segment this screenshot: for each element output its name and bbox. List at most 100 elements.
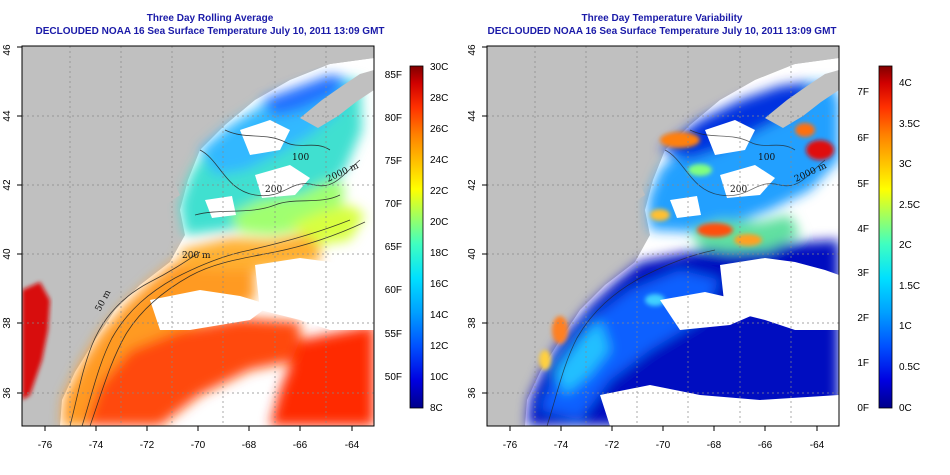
right-map-title-line1: Three Day Temperature Variability <box>581 13 743 24</box>
left-x-tick: -68 <box>242 440 257 451</box>
right-cb-c-label: 4C <box>899 78 912 89</box>
left-x-tick: -70 <box>191 440 206 451</box>
right-colorbar-gradient <box>878 65 893 409</box>
left-colorbar: 85F 80F 75F 70F 65F 60F 55F 50F 30C 28C … <box>385 62 449 414</box>
left-cb-c-label: 24C <box>430 155 448 166</box>
right-no-data-gaps <box>600 120 839 426</box>
left-x-tick: -64 <box>345 440 360 451</box>
left-y-tick: 46 <box>2 44 13 56</box>
left-cb-c-label: 8C <box>430 403 443 414</box>
right-map-ocean-field: 100 200 2000 m <box>487 46 839 426</box>
left-x-tick: -76 <box>38 440 53 451</box>
left-bathymetry-contours <box>69 129 366 426</box>
left-axis-ticks <box>17 46 353 431</box>
left-cb-c-label: 26C <box>430 124 448 135</box>
right-y-tick: 46 <box>467 44 478 56</box>
left-cb-c-label: 30C <box>430 62 448 73</box>
right-land-coast <box>487 46 839 400</box>
left-colorbar-gradient <box>409 65 424 409</box>
right-x-tick: -74 <box>554 440 569 451</box>
right-cb-c-label: 0.5C <box>899 362 920 373</box>
left-grid <box>22 46 374 426</box>
right-x-tick: -64 <box>810 440 825 451</box>
right-map-title-line2: DECLOUDED NOAA 16 Sea Surface Temperatur… <box>487 26 837 37</box>
left-cb-c-label: 20C <box>430 217 448 228</box>
left-no-data-gaps <box>150 120 374 330</box>
right-x-tick: -68 <box>707 440 722 451</box>
left-cb-c-label: 14C <box>430 310 448 321</box>
right-x-tick: -76 <box>503 440 518 451</box>
right-colorbar-c-labels: 4C 3.5C 3C 2.5C 2C 1.5C 1C 0.5C 0C <box>899 78 920 414</box>
right-cb-f-label: 0F <box>857 403 869 414</box>
left-contour-label-100: 100 <box>292 153 309 163</box>
left-map: 50 m 200 m 100 200 2000 m -76 <box>2 44 375 451</box>
right-cb-f-label: 2F <box>857 313 869 324</box>
right-x-tick-labels: -76 -74 -72 -70 -68 -66 -64 <box>503 440 825 451</box>
left-land-coast <box>22 46 374 400</box>
left-x-tick: -72 <box>140 440 155 451</box>
left-y-tick-labels: 36 38 40 42 44 46 <box>2 44 13 399</box>
left-cb-f-label: 70F <box>385 199 402 210</box>
left-x-tick: -66 <box>293 440 308 451</box>
right-y-tick-labels: 36 38 40 42 44 46 <box>467 44 478 399</box>
right-bathymetry-contours <box>546 129 826 426</box>
left-y-tick: 42 <box>2 179 13 191</box>
left-cb-f-label: 65F <box>385 242 402 253</box>
right-cb-c-label: 0C <box>899 403 912 414</box>
left-cb-f-label: 85F <box>385 70 402 81</box>
left-cb-c-label: 10C <box>430 372 448 383</box>
left-cb-f-label: 80F <box>385 113 402 124</box>
left-cb-c-label: 16C <box>430 279 448 290</box>
right-cb-f-label: 4F <box>857 224 869 235</box>
right-cb-c-label: 3.5C <box>899 119 920 130</box>
right-y-tick: 40 <box>467 248 478 260</box>
left-map-title-line1: Three Day Rolling Average <box>146 13 274 24</box>
left-map-title: Three Day Rolling Average DECLOUDED NOAA… <box>0 12 420 38</box>
right-x-tick: -72 <box>605 440 620 451</box>
left-map-title-line2: DECLOUDED NOAA 16 Sea Surface Temperatur… <box>35 26 385 37</box>
left-colorbar-f-labels: 85F 80F 75F 70F 65F 60F 55F 50F <box>385 70 402 383</box>
left-contour-label-200m: 200 m <box>182 251 211 261</box>
right-axis-ticks <box>482 46 818 431</box>
right-cb-f-label: 1F <box>857 358 869 369</box>
left-cb-f-label: 60F <box>385 285 402 296</box>
right-cb-c-label: 1.5C <box>899 281 920 292</box>
left-cb-f-label: 55F <box>385 329 402 340</box>
right-colorbar-f-labels: 7F 6F 5F 4F 3F 2F 1F 0F <box>857 87 869 414</box>
left-x-tick: -74 <box>89 440 104 451</box>
right-cb-f-label: 5F <box>857 179 869 190</box>
left-colorbar-c-labels: 30C 28C 26C 24C 22C 20C 18C 16C 14C 12C … <box>430 62 448 414</box>
right-cb-f-label: 6F <box>857 133 869 144</box>
left-land-nova-scotia <box>300 70 374 128</box>
right-colorbar: 7F 6F 5F 4F 3F 2F 1F 0F 4C 3.5C 3C 2.5C … <box>857 65 920 414</box>
right-land-nova-scotia <box>765 70 839 128</box>
left-contour-label-200: 200 <box>265 185 282 195</box>
right-cb-f-label: 3F <box>857 268 869 279</box>
left-y-tick: 38 <box>2 317 13 329</box>
right-grid <box>487 46 839 426</box>
right-x-tick: -66 <box>758 440 773 451</box>
right-y-tick: 36 <box>467 387 478 399</box>
left-cb-f-label: 75F <box>385 156 402 167</box>
right-cb-c-label: 3C <box>899 159 912 170</box>
right-cb-c-label: 1C <box>899 321 912 332</box>
right-contour-label-100: 100 <box>758 153 775 163</box>
left-y-tick: 36 <box>2 387 13 399</box>
left-y-tick: 44 <box>2 110 13 122</box>
left-cb-c-label: 12C <box>430 341 448 352</box>
left-cb-f-label: 50F <box>385 372 402 383</box>
left-cb-c-label: 28C <box>430 93 448 104</box>
right-y-tick: 38 <box>467 317 478 329</box>
right-contour-label-200: 200 <box>730 185 747 195</box>
right-cb-f-label: 7F <box>857 87 869 98</box>
right-cb-c-label: 2C <box>899 240 912 251</box>
left-map-ocean-field: 50 m 200 m 100 200 2000 m <box>22 46 374 426</box>
left-cb-c-label: 18C <box>430 248 448 259</box>
right-y-tick: 42 <box>467 179 478 191</box>
left-cb-c-label: 22C <box>430 186 448 197</box>
left-x-tick-labels: -76 -74 -72 -70 -68 -66 -64 <box>38 440 360 451</box>
right-y-tick: 44 <box>467 110 478 122</box>
left-y-tick: 40 <box>2 248 13 260</box>
right-map-title: Three Day Temperature Variability DECLOU… <box>452 12 872 38</box>
